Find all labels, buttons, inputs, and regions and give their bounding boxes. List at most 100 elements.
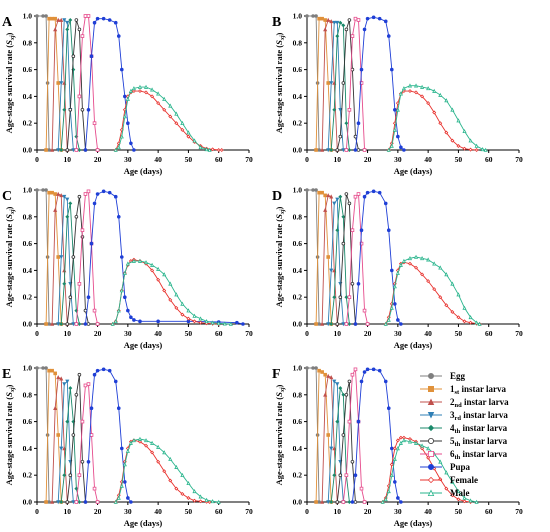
data-point [335, 197, 340, 202]
x-tick-label: 20 [364, 329, 372, 338]
data-point [420, 272, 425, 277]
legend-label-tail: instar larva [462, 397, 509, 407]
data-point [401, 438, 406, 443]
data-point [456, 118, 461, 123]
data-point [122, 462, 127, 467]
x-tick-label: 60 [215, 155, 223, 164]
legend-label-subscript: rd [455, 415, 462, 422]
data-point [53, 27, 58, 32]
data-point [341, 81, 346, 85]
data-point [144, 90, 148, 95]
data-point [332, 446, 337, 451]
y-tick-label: 0.6 [293, 417, 303, 426]
data-point [347, 201, 352, 206]
series-line [85, 18, 135, 151]
y-tick-label: 0.6 [23, 417, 33, 426]
data-point [350, 281, 355, 286]
series-egg [35, 366, 51, 504]
data-point [353, 367, 358, 372]
data-point [71, 255, 76, 259]
series-3rd-instar-larva [56, 194, 76, 327]
x-tick-label: 10 [64, 329, 72, 338]
data-point [350, 228, 355, 233]
series-5th-instar-larva [65, 194, 91, 326]
x-tick-label: 20 [364, 155, 372, 164]
data-point [59, 376, 64, 381]
y-axis-title-symbol: S [4, 40, 14, 45]
y-axis-title-main: Age-stage survival rate ( [4, 45, 14, 134]
data-point [204, 147, 209, 152]
data-point [450, 309, 455, 314]
data-point [444, 98, 449, 103]
data-point [210, 320, 215, 325]
y-tick-label: 0.4 [23, 92, 33, 101]
data-point [365, 322, 370, 326]
data-point [62, 281, 67, 286]
data-point [444, 303, 449, 308]
data-point [365, 16, 370, 21]
data-point [398, 435, 403, 440]
series-3rd-instar-larva [326, 20, 346, 153]
data-point [192, 313, 197, 318]
data-point [320, 499, 325, 504]
data-point [56, 81, 60, 85]
data-point [386, 406, 391, 411]
data-point [168, 114, 173, 119]
data-point [389, 268, 394, 273]
series-line [336, 381, 356, 503]
y-tick-label: 0.8 [23, 212, 33, 221]
panel-b: B 0.0 0.2 0.4 0.6 0.8 1.0 0 10 20 30 40 50 60 70 Age (d… [272, 12, 523, 177]
x-axis-title: Age (days) [124, 340, 163, 350]
data-point [129, 141, 133, 146]
x-tick-label: 40 [154, 155, 162, 164]
y-axis-title: Age-stage survival rate (Sxj) [4, 384, 16, 485]
x-tick-label: 40 [424, 155, 432, 164]
data-point [356, 192, 361, 196]
data-point [77, 372, 82, 377]
legend-item: 5th instar larva [420, 436, 508, 448]
data-point [393, 302, 397, 306]
x-tick-label: 0 [305, 155, 309, 164]
series-male [380, 438, 479, 504]
y-tick-label: 0.2 [293, 119, 303, 128]
data-point [65, 197, 70, 202]
data-point [320, 370, 324, 374]
data-point [362, 148, 367, 152]
data-point [456, 315, 461, 320]
data-point [389, 305, 394, 310]
data-point [371, 367, 376, 372]
data-point [137, 436, 143, 441]
data-point [168, 281, 173, 286]
data-point [126, 121, 130, 125]
y-tick-label: 0.0 [23, 146, 33, 155]
data-point [326, 433, 330, 437]
y-axis-title-main: Age-stage survival rate ( [4, 397, 14, 486]
data-point [137, 84, 143, 89]
legend-item: 6th instar larva [420, 449, 508, 461]
data-point [341, 433, 346, 437]
x-tick-label: 60 [485, 155, 493, 164]
data-point [462, 319, 467, 324]
x-tick-label: 0 [305, 329, 309, 338]
x-axis-title: Age (days) [394, 518, 433, 528]
data-point [150, 262, 155, 267]
data-point [62, 194, 67, 199]
data-point [377, 16, 382, 21]
data-point [198, 145, 203, 150]
data-point [126, 496, 130, 500]
data-point [444, 272, 449, 277]
data-point [326, 17, 331, 22]
data-point [83, 322, 88, 326]
data-point [83, 383, 88, 388]
data-point [207, 147, 212, 152]
data-point [317, 148, 321, 152]
data-point [338, 194, 343, 199]
data-point [156, 444, 161, 449]
data-point [329, 375, 334, 380]
data-point [414, 265, 418, 270]
data-point [56, 148, 61, 153]
data-point [77, 500, 82, 504]
data-point [168, 297, 173, 302]
panel-e: E 0.0 0.2 0.4 0.6 0.8 1.0 0 10 20 30 40 50 60 70 Age (d… [2, 364, 253, 529]
